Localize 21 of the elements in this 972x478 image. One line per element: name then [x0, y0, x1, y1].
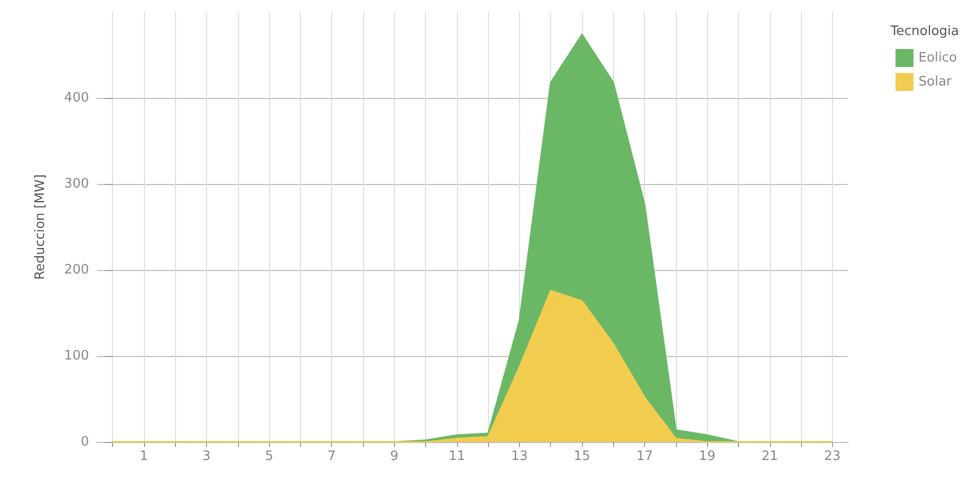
y-tick-label: 200 — [64, 262, 89, 278]
x-tick-label: 19 — [698, 449, 716, 464]
x-tick-label: 1 — [140, 449, 148, 464]
x-tick-label: 15 — [574, 449, 590, 464]
x-tick-label: 23 — [824, 449, 841, 464]
x-tick-label: 7 — [328, 449, 336, 464]
y-tick-label: 400 — [64, 90, 89, 106]
x-tick-label: 11 — [448, 449, 466, 464]
legend-label: Solar — [918, 74, 952, 90]
x-tick-label: 5 — [264, 449, 274, 464]
legend-label: Eolico — [918, 50, 958, 66]
legend-title: Tecnologia — [890, 24, 960, 39]
y-axis-title: Reduccion [MW] — [33, 174, 48, 280]
y-tick-label: 0 — [80, 434, 89, 450]
x-tick-label: 3 — [202, 449, 211, 464]
x-tick-label: 17 — [636, 449, 653, 464]
y-tick-label: 300 — [64, 176, 89, 192]
x-tick-label: 9 — [390, 449, 398, 464]
y-tick-label: 100 — [64, 348, 89, 364]
x-tick-label: 21 — [761, 449, 778, 464]
x-tick-label: 13 — [511, 449, 528, 464]
